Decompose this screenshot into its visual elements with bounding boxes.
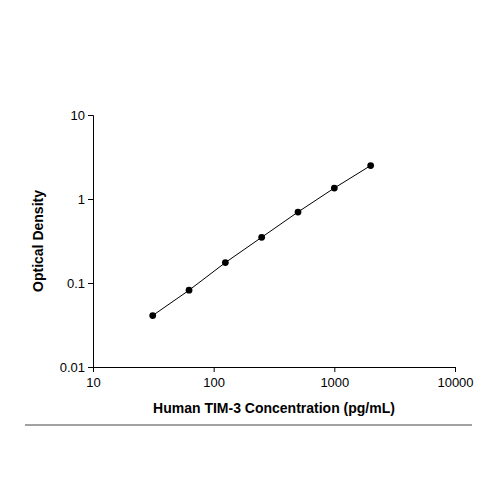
data-point bbox=[258, 234, 265, 241]
y-axis-title: Optical Density bbox=[30, 190, 46, 292]
y-tick: 1 bbox=[78, 192, 93, 207]
plot: 10 100 1000 10000 0.01 0.1 1 10 bbox=[60, 108, 474, 390]
y-axis-line bbox=[88, 116, 94, 368]
x-tick-label: 1000 bbox=[320, 375, 349, 390]
x-tick-mark bbox=[334, 367, 335, 372]
x-tick-label: 10 bbox=[86, 375, 100, 390]
y-tick-mark bbox=[88, 115, 93, 116]
x-tick: 10 bbox=[86, 367, 100, 390]
data-point bbox=[295, 209, 302, 216]
x-tick-mark bbox=[455, 367, 456, 372]
y-tick-mark bbox=[88, 367, 93, 368]
data-line bbox=[153, 166, 371, 316]
y-tick: 10 bbox=[71, 108, 93, 123]
x-axis-line bbox=[94, 368, 456, 373]
y-tick-label: 1 bbox=[78, 192, 85, 207]
x-tick: 1000 bbox=[320, 367, 349, 390]
data-point bbox=[331, 185, 338, 192]
y-tick: 0.1 bbox=[67, 276, 93, 291]
y-tick: 0.01 bbox=[60, 360, 93, 375]
x-tick: 100 bbox=[203, 367, 225, 390]
x-axis: 10 100 1000 10000 bbox=[86, 367, 473, 390]
y-tick-label: 0.1 bbox=[67, 276, 85, 291]
x-tick-mark bbox=[214, 367, 215, 372]
y-tick-label: 10 bbox=[71, 108, 85, 123]
chart: 10 100 1000 10000 0.01 0.1 1 10 Human TIM-3 Conc… bbox=[0, 0, 500, 500]
y-tick-mark bbox=[88, 283, 93, 284]
data-point bbox=[186, 287, 193, 294]
data-point bbox=[367, 162, 374, 169]
x-tick-label: 100 bbox=[203, 375, 225, 390]
y-tick-mark bbox=[88, 199, 93, 200]
series bbox=[149, 162, 374, 319]
separator-rule bbox=[25, 425, 472, 426]
x-tick-label: 10000 bbox=[437, 375, 473, 390]
data-point bbox=[222, 259, 229, 266]
x-axis-title: Human TIM-3 Concentration (pg/mL) bbox=[153, 400, 395, 416]
y-axis: 0.01 0.1 1 10 bbox=[60, 108, 94, 375]
data-point bbox=[149, 312, 156, 319]
y-tick-label: 0.01 bbox=[60, 360, 85, 375]
x-tick: 10000 bbox=[437, 367, 473, 390]
